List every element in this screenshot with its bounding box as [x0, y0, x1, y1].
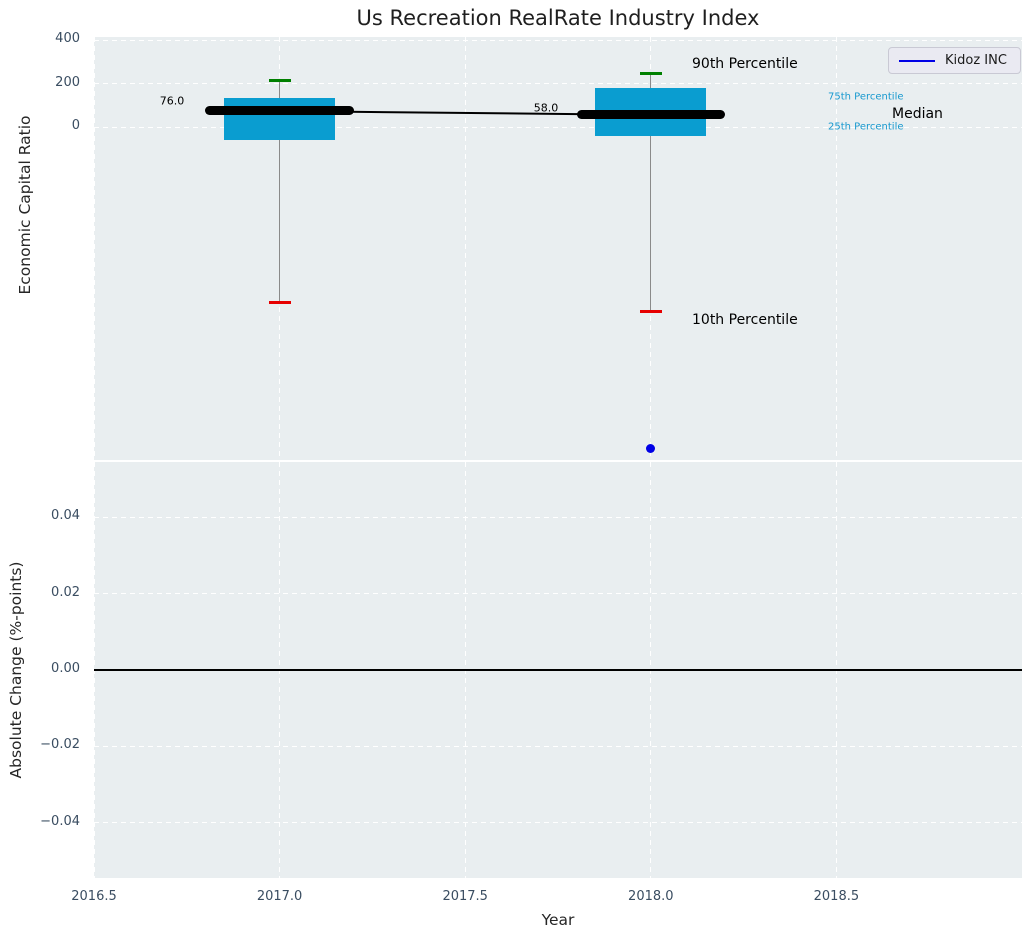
y-tick-label: −0.02 — [40, 737, 80, 753]
vertical-gridline — [835, 37, 837, 460]
annotation: 90th Percentile — [692, 56, 798, 72]
horizontal-gridline — [94, 593, 1022, 595]
x-axis-title: Year — [541, 911, 575, 929]
whisker-line — [279, 80, 281, 303]
chart-title: Us Recreation RealRate Industry Index — [356, 6, 760, 30]
legend-label: Kidoz INC — [945, 53, 1007, 68]
median-segment — [576, 110, 726, 120]
y-tick-label: 0.00 — [51, 661, 80, 676]
annotation: 58.0 — [533, 101, 559, 115]
annotation: Median — [892, 106, 943, 122]
y-tick-label: 0 — [71, 118, 80, 134]
y-tick-label: 0.04 — [51, 508, 80, 524]
vertical-gridline — [93, 37, 95, 460]
top-y-axis-title: Economic Capital Ratio — [16, 115, 34, 295]
annotation: 75th Percentile — [828, 91, 904, 103]
zero-line — [94, 669, 1022, 671]
p90-cap — [639, 72, 662, 76]
horizontal-gridline — [94, 39, 1022, 41]
annotation: 10th Percentile — [692, 312, 798, 328]
horizontal-gridline — [94, 516, 1022, 518]
horizontal-gridline — [94, 745, 1022, 747]
p90-cap — [268, 78, 291, 82]
horizontal-gridline — [94, 83, 1022, 85]
median-segment — [205, 106, 354, 116]
horizontal-gridline — [94, 822, 1022, 824]
p10-cap — [268, 300, 291, 304]
series-point-kidoz-inc — [646, 443, 656, 453]
y-tick-label: 400 — [55, 31, 80, 47]
box-iqr — [223, 97, 336, 141]
legend-line-sample-icon — [899, 59, 935, 62]
legend: Kidoz INC — [888, 47, 1021, 74]
x-tick-label: 2017.0 — [256, 889, 303, 904]
y-tick-label: 200 — [55, 74, 80, 90]
horizontal-gridline — [94, 126, 1022, 128]
x-tick-label: 2018.0 — [628, 889, 674, 904]
annotation: 76.0 — [159, 94, 185, 108]
vertical-gridline — [464, 37, 466, 460]
x-tick-label: 2018.5 — [813, 889, 860, 904]
whisker-line — [650, 73, 652, 312]
p10-cap — [639, 309, 662, 313]
y-tick-label: 0.02 — [51, 584, 80, 600]
y-tick-label: −0.04 — [40, 813, 80, 829]
x-tick-label: 2016.5 — [71, 889, 117, 904]
x-tick-label: 2017.5 — [442, 889, 488, 904]
annotation: 25th Percentile — [828, 121, 904, 133]
